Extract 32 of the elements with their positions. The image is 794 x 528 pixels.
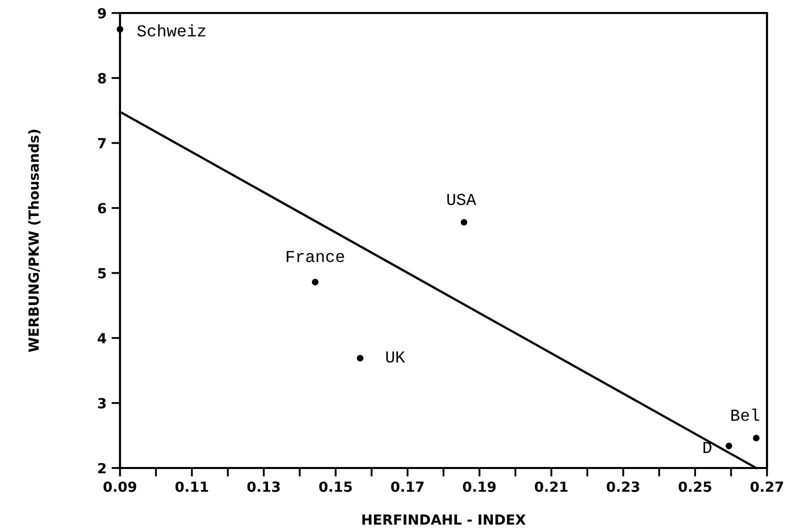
point	[312, 278, 318, 286]
x-tick-label: 0.23	[606, 481, 640, 492]
x-tick-label: 0.09	[104, 481, 136, 492]
point	[356, 354, 364, 362]
x-tick-label: 0.19	[462, 481, 496, 492]
y-tick-label: 4	[98, 333, 106, 344]
point	[460, 219, 468, 226]
y-tick-label: 9	[98, 8, 106, 18]
x-tick-label: 0.13	[247, 481, 280, 492]
y-tick-label: 2	[98, 462, 106, 474]
x-tick-label: 0.11	[175, 481, 208, 492]
annotation: D	[704, 442, 712, 453]
y-tick-label: 8	[98, 72, 106, 84]
y-tick-label: 7	[98, 138, 106, 148]
x-tick-label: 0.25	[678, 481, 712, 492]
y-axis-title: WERBUNG/PKW (Thousands)	[28, 130, 41, 352]
x-tick-label: 0.27	[750, 481, 784, 492]
point	[752, 434, 760, 442]
annotation: Schweiz	[137, 24, 206, 36]
x-axis-title: HERFINDAHL - INDEX	[362, 514, 526, 525]
point	[726, 442, 732, 450]
annotation: France	[286, 250, 344, 262]
x-tick-label: 0.15	[319, 481, 352, 492]
point	[116, 26, 124, 33]
y-tick-label: 5	[98, 268, 106, 278]
y-tick-label: 3	[98, 398, 106, 408]
annotation: UK	[386, 351, 406, 363]
y-tick-label: 6	[98, 202, 106, 214]
x-tick-label: 0.21	[534, 481, 568, 492]
annotation: USA	[447, 194, 476, 206]
annotation: Bel	[731, 408, 760, 421]
x-tick-label: 0.17	[391, 481, 424, 492]
